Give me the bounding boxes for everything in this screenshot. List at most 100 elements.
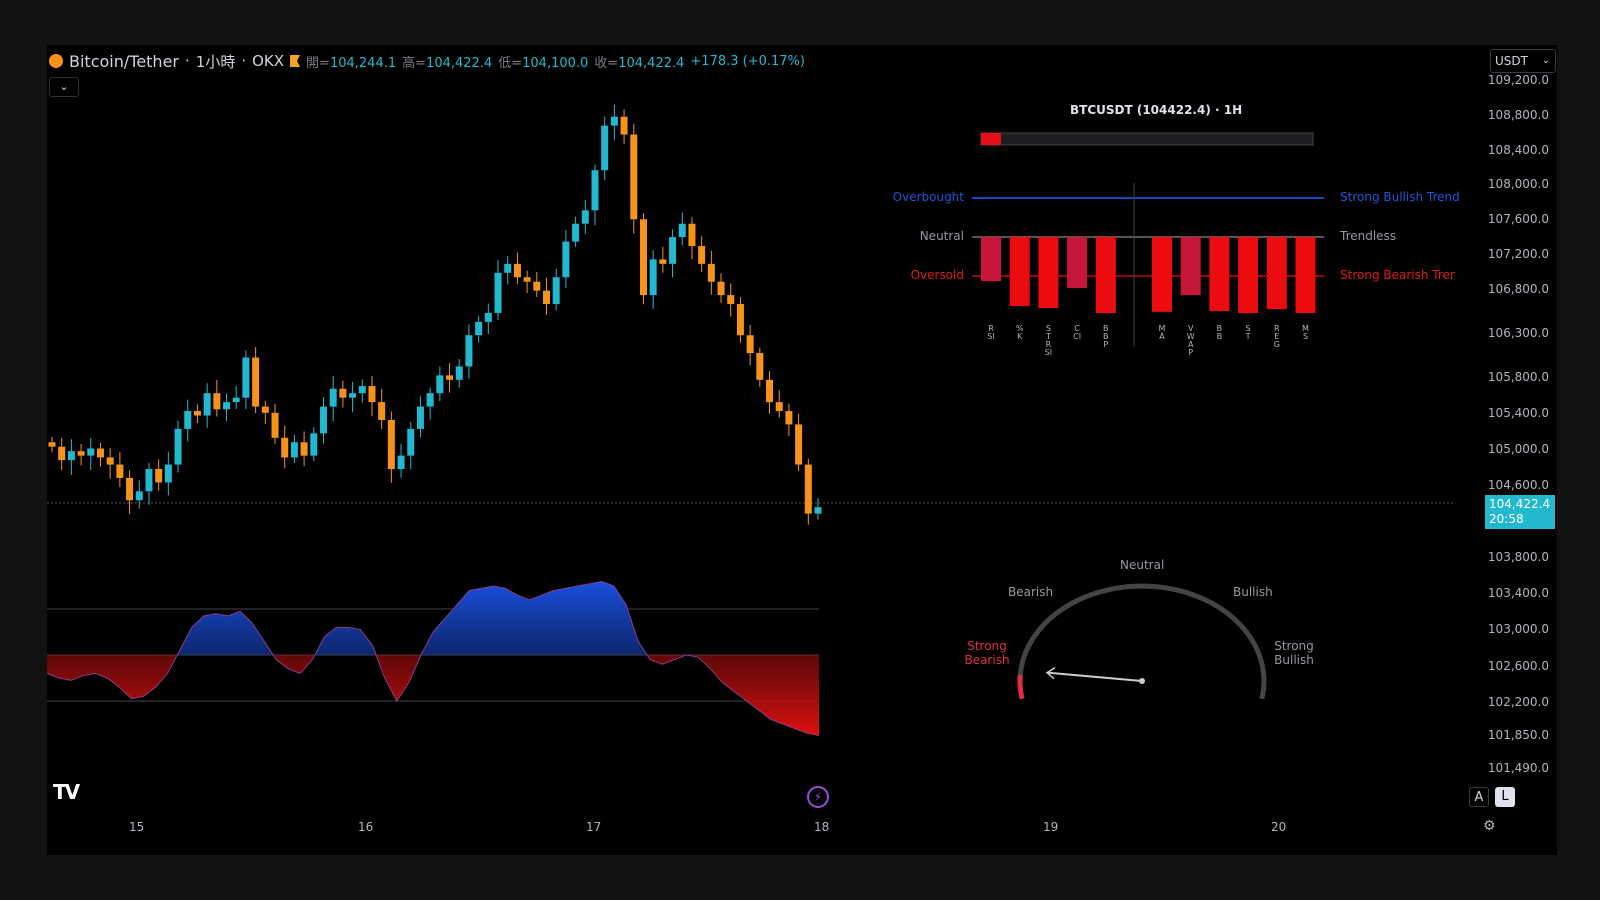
candle: [707, 250, 715, 295]
price-tick: 103,000.0: [1487, 622, 1549, 636]
candle: [620, 109, 628, 145]
candle: [155, 459, 163, 491]
oscillator-bull-area: [47, 581, 819, 655]
candle: [48, 436, 56, 453]
indicator-label: MS: [1302, 324, 1309, 341]
candle: [785, 403, 793, 436]
price-tick: 108,800.0: [1487, 108, 1549, 122]
chart-canvas[interactable]: [47, 45, 1557, 855]
candle: [67, 439, 75, 475]
bitcoin-logo-icon: [49, 54, 63, 68]
candle: [649, 250, 657, 309]
close-label: 收: [594, 55, 608, 71]
date-tick: 19: [1043, 820, 1059, 834]
candle: [77, 443, 85, 466]
symbol-name[interactable]: Bitcoin/Tether: [69, 51, 179, 71]
candle: [523, 270, 531, 294]
indicator-bar: [1238, 237, 1259, 314]
indicator-label: BBP: [1103, 324, 1109, 349]
tradingview-logo[interactable]: TV: [53, 780, 80, 804]
price-tick: 106,300.0: [1487, 326, 1549, 340]
settings-gear-icon[interactable]: ⚙: [1483, 818, 1496, 834]
symbol-legend: Bitcoin/Tether · 1小時 · OKX 開=104,244.1 高=1…: [49, 50, 805, 72]
last-price-value: 104,422.4: [1489, 497, 1551, 511]
high-value: 104,422.4: [426, 55, 493, 71]
collapse-legend-button[interactable]: ⌄: [49, 77, 79, 97]
low-label: 低: [498, 55, 512, 71]
score-progress-track: [980, 132, 1314, 146]
indicator-label: CCI: [1073, 324, 1082, 341]
candle: [300, 431, 308, 467]
candle: [252, 347, 260, 414]
gauge-arrow-icon: [1045, 667, 1056, 680]
price-tick: 102,200.0: [1487, 695, 1549, 709]
indicator-label: MA: [1158, 324, 1166, 341]
indicator-label: RSI: [987, 324, 995, 341]
candle: [135, 480, 143, 509]
currency-select[interactable]: USDT ⌄: [1490, 49, 1556, 73]
candle: [261, 400, 269, 425]
currency-value: USDT: [1495, 54, 1528, 68]
date-tick: 15: [129, 820, 145, 834]
score-progress-fill: [981, 133, 1001, 145]
auto-scale-button[interactable]: A: [1469, 787, 1489, 807]
gauge-needle: [1046, 671, 1143, 682]
indicator-bar: [981, 237, 1001, 282]
indicator-label: ST: [1245, 324, 1251, 341]
panel-title: BTCUSDT (104422.4) · 1H: [1070, 103, 1243, 117]
indicator-label: STRSI: [1044, 324, 1053, 357]
candle: [223, 393, 231, 422]
candle: [436, 366, 444, 402]
interval[interactable]: 1小時: [195, 52, 236, 71]
indicator-bar: [1038, 237, 1059, 308]
indicator-bar: [1067, 237, 1088, 289]
candle: [552, 268, 560, 310]
candle: [475, 315, 483, 343]
candle: [804, 458, 812, 525]
gauge-bearish-label: Bearish: [1008, 585, 1054, 599]
indicator-bar: [1180, 237, 1201, 296]
indicator-bar: [1209, 237, 1230, 312]
price-tick: 109,200.0: [1487, 73, 1549, 87]
candle: [543, 277, 551, 315]
price-tick: 101,850.0: [1487, 728, 1549, 742]
candle: [639, 213, 647, 305]
open-label: 開: [306, 55, 320, 71]
indicator-label: REG: [1273, 324, 1280, 349]
price-tick: 106,800.0: [1487, 282, 1549, 296]
gauge-bullish-label: Bullish: [1233, 585, 1273, 599]
lightning-icon[interactable]: ⚡: [807, 786, 829, 808]
candle: [465, 324, 473, 379]
price-tick: 103,400.0: [1487, 586, 1549, 600]
candle: [378, 388, 386, 430]
candle: [106, 448, 114, 479]
candle: [397, 443, 405, 478]
indicator-label: %K: [1015, 324, 1024, 341]
candle: [213, 379, 221, 417]
price-tick: 108,000.0: [1487, 177, 1549, 191]
candle: [339, 380, 347, 408]
candle: [407, 421, 415, 470]
candle: [358, 379, 366, 403]
candle: [145, 462, 153, 505]
candle: [58, 438, 66, 471]
candle: [126, 470, 134, 514]
indicator-bar: [1152, 237, 1172, 312]
candle: [387, 411, 395, 483]
chart-window[interactable]: Bitcoin/Tether · 1小時 · OKX 開=104,244.1 高=1…: [47, 45, 1557, 855]
candle: [174, 420, 182, 473]
candle: [96, 442, 104, 467]
exchange: OKX: [252, 52, 285, 70]
candle: [630, 123, 638, 234]
candle: [310, 427, 318, 462]
date-tick: 20: [1271, 820, 1287, 834]
candle: [581, 200, 589, 234]
close-value: 104,422.4: [618, 55, 685, 71]
log-scale-button[interactable]: L: [1495, 787, 1515, 807]
price-tick: 103,800.0: [1487, 550, 1549, 564]
candle: [349, 381, 357, 413]
flag-icon[interactable]: [290, 55, 301, 67]
candle: [610, 104, 618, 141]
candle: [814, 498, 822, 520]
price-tick: 105,800.0: [1487, 370, 1549, 384]
